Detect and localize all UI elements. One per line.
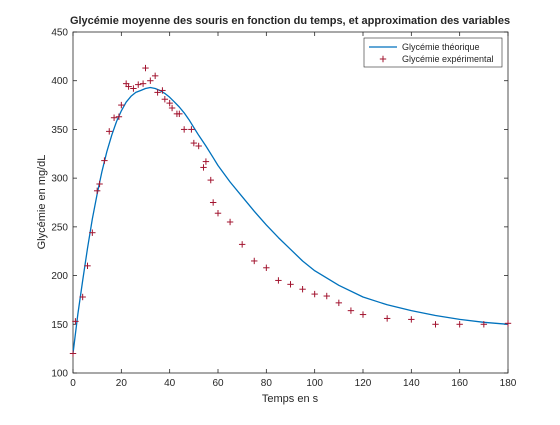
data-point-experimental — [125, 83, 132, 90]
data-point-experimental — [383, 315, 391, 322]
x-tick-label: 0 — [70, 378, 76, 389]
data-point-experimental — [226, 218, 234, 226]
legend-box — [363, 37, 503, 68]
data-point-experimental — [275, 277, 282, 284]
data-point-experimental — [311, 290, 318, 298]
data-point-experimental — [209, 199, 217, 206]
y-tick-label: 450 — [51, 28, 68, 39]
y-tick-label: 350 — [51, 125, 68, 136]
data-point-experimental — [504, 320, 512, 327]
x-tick-label: 160 — [451, 378, 468, 389]
data-point-experimental — [168, 104, 176, 112]
data-point-experimental — [214, 210, 222, 217]
data-point-experimental — [335, 299, 343, 307]
data-point-experimental — [84, 262, 91, 270]
x-tick-label: 100 — [306, 378, 323, 389]
data-point-experimental — [161, 96, 169, 103]
x-axis: 0 20 40 60 80 100 120 140 160 180 — [70, 32, 517, 389]
data-point-experimental — [110, 114, 118, 121]
x-tick-label: 180 — [500, 378, 517, 389]
data-point-experimental — [96, 180, 103, 188]
data-point-experimental — [142, 64, 149, 72]
data-point-experimental — [176, 110, 183, 118]
legend-label-theoretical: Glycémie théorique — [402, 42, 480, 52]
x-tick-label: 120 — [355, 378, 372, 389]
data-point-experimental — [251, 257, 258, 265]
y-tick-label: 150 — [51, 320, 68, 331]
data-point-experimental — [139, 80, 147, 87]
y-tick-label: 100 — [51, 369, 68, 380]
data-point-experimental — [118, 101, 125, 109]
chart-title: Glycémie moyenne des souris en fonction … — [70, 15, 510, 27]
data-point-experimental — [190, 139, 198, 147]
data-point-experimental — [323, 292, 330, 300]
data-point-experimental — [195, 142, 202, 150]
x-tick-label: 140 — [403, 378, 420, 389]
x-tick-label: 80 — [261, 378, 273, 389]
data-point-experimental — [89, 229, 96, 236]
data-point-experimental — [154, 89, 161, 96]
x-tick-label: 20 — [116, 378, 128, 389]
data-point-experimental — [238, 241, 246, 248]
x-tick-label: 40 — [164, 378, 176, 389]
data-point-experimental — [188, 126, 195, 133]
data-point-experimental — [408, 316, 415, 323]
y-axis-label: Glycémie en mg/dL — [36, 155, 48, 250]
y-axis: 100 150 200 250 300 350 400 450 — [51, 28, 508, 380]
series-line-theoretical — [72, 86, 509, 354]
data-point-experimental — [166, 99, 173, 107]
x-tick-label: 60 — [212, 378, 224, 389]
data-point-experimental — [207, 176, 214, 184]
y-tick-label: 300 — [51, 174, 68, 185]
data-point-experimental — [79, 293, 86, 301]
data-point-experimental — [202, 158, 210, 165]
y-tick-label: 200 — [51, 271, 68, 282]
data-point-experimental — [72, 318, 79, 325]
data-point-experimental — [359, 311, 367, 318]
data-point-experimental — [135, 81, 142, 88]
legend-label-experimental: Glycémie expérimental — [402, 54, 494, 64]
data-point-experimental — [180, 126, 188, 133]
data-point-experimental — [151, 72, 159, 80]
data-point-experimental — [69, 350, 77, 357]
y-tick-label: 400 — [51, 76, 68, 87]
data-point-experimental — [130, 85, 137, 92]
data-point-experimental — [299, 286, 306, 293]
data-point-experimental — [263, 264, 270, 271]
data-point-experimental — [159, 87, 166, 94]
data-point-experimental — [432, 321, 439, 328]
data-point-experimental — [101, 157, 108, 164]
data-point-experimental — [347, 307, 355, 314]
legend-marker-swatch — [379, 55, 387, 63]
data-point-experimental — [200, 164, 207, 171]
data-point-experimental — [480, 321, 488, 328]
data-point-experimental — [456, 321, 463, 328]
theoretical-curve-layer — [72, 86, 509, 354]
data-point-experimental — [147, 77, 154, 84]
data-point-experimental — [115, 113, 123, 120]
x-axis-label: Temps en s — [262, 393, 319, 405]
legend: Glycémie théorique Glycémie expérimental — [363, 37, 503, 68]
data-point-experimental — [287, 281, 294, 288]
experimental-markers-layer — [69, 64, 512, 357]
y-tick-label: 250 — [51, 222, 68, 233]
data-point-experimental — [106, 128, 113, 135]
data-point-experimental — [93, 187, 101, 195]
